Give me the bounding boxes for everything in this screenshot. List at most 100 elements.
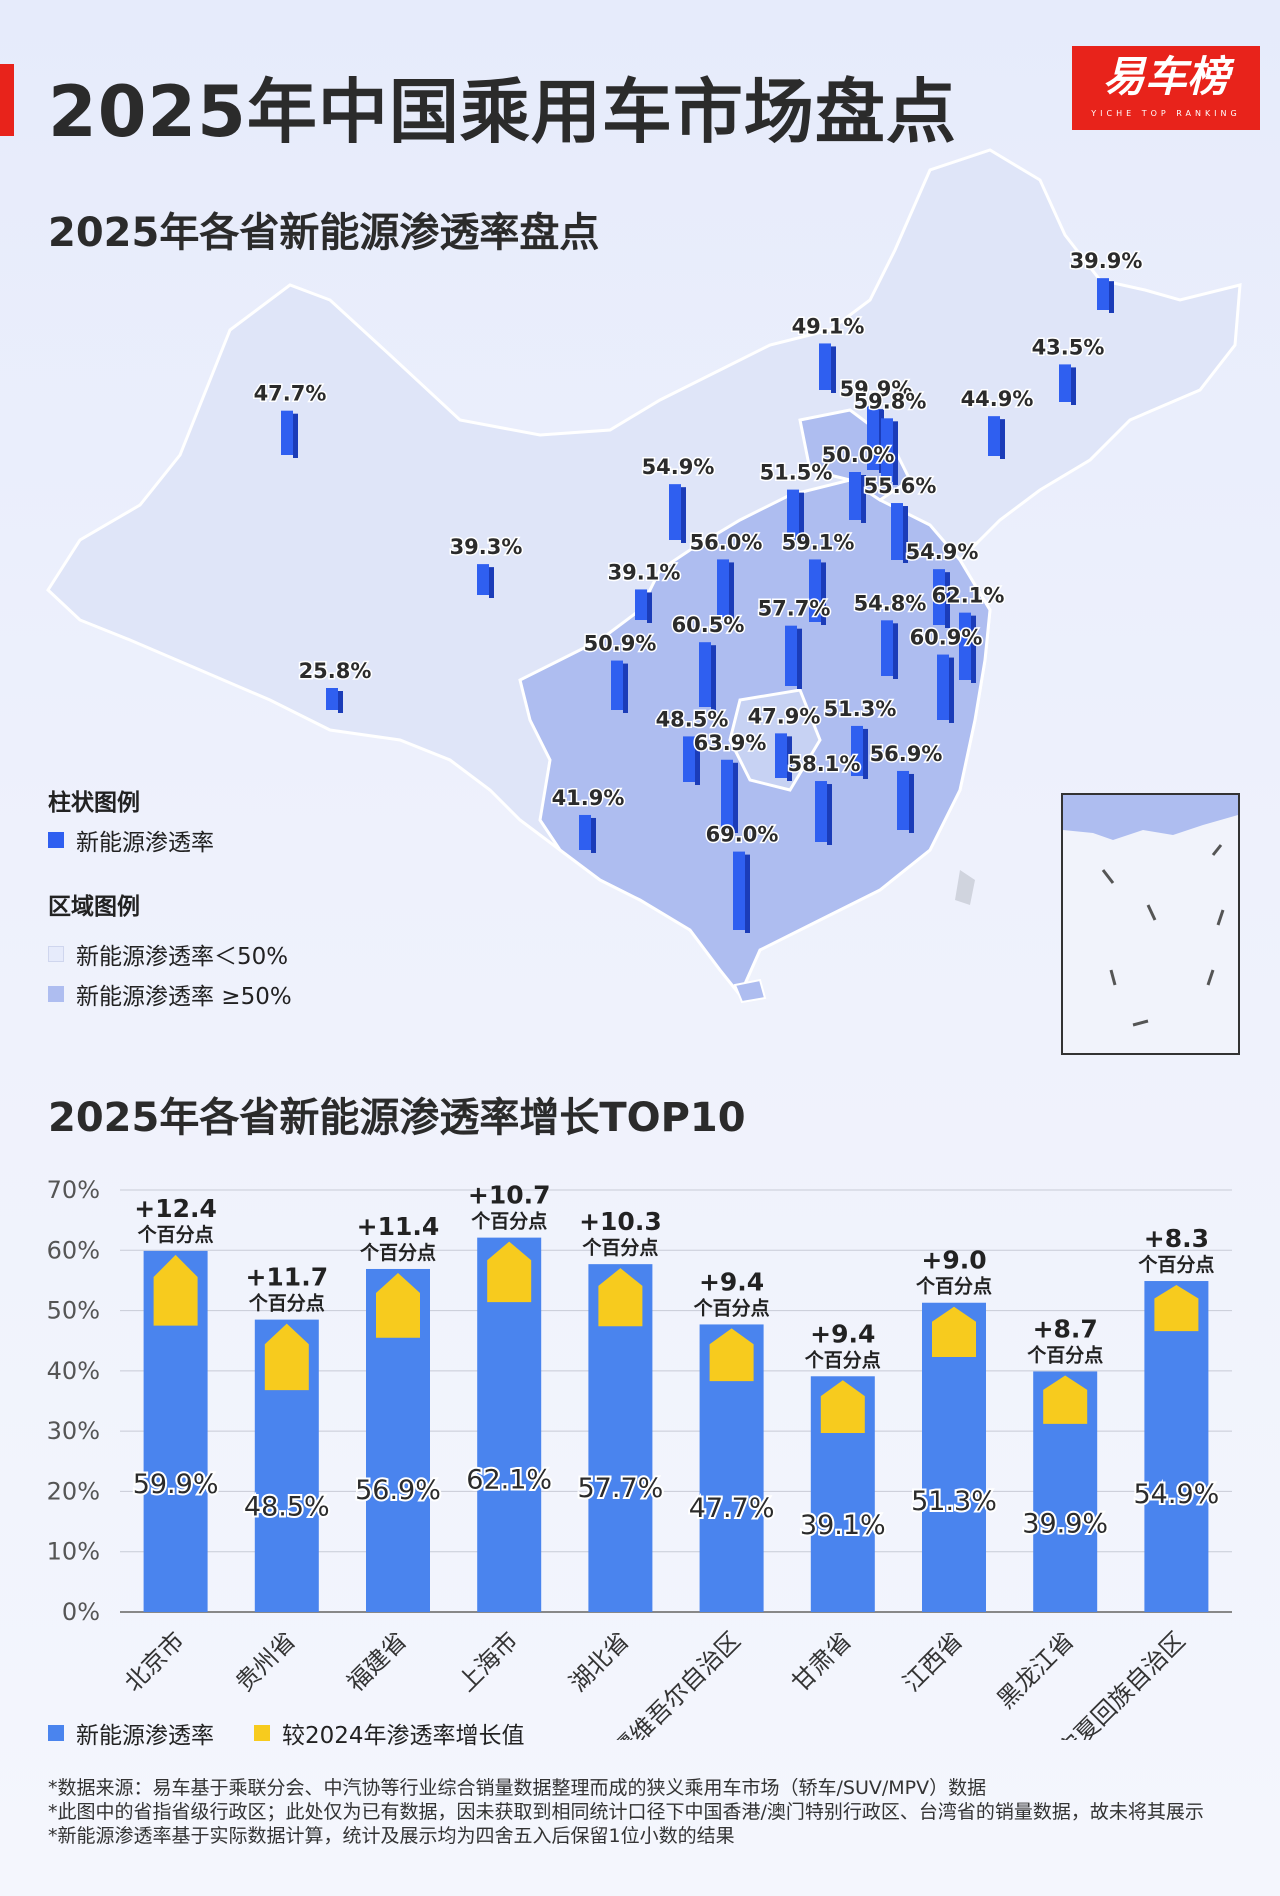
y-tick-label: 40% — [47, 1357, 100, 1385]
map-bar-side — [827, 784, 832, 845]
growth-value-label: +8.7 — [1033, 1314, 1098, 1343]
map-bar-side — [711, 645, 716, 710]
map-value-label: 60.9% — [910, 626, 983, 650]
growth-value-label: +10.7 — [468, 1181, 551, 1210]
growth-value-label: +9.4 — [699, 1267, 764, 1296]
bar-growth-marker — [598, 1268, 643, 1327]
map-bar-side — [787, 736, 792, 781]
bar-value-label: 51.3% — [911, 1486, 997, 1517]
map-value-label: 49.1% — [792, 314, 865, 338]
map-bar — [867, 406, 879, 470]
map-bar-side — [729, 562, 734, 620]
legend-penetration-label: 新能源渗透率 — [76, 1723, 214, 1749]
map-bar-side — [909, 773, 914, 833]
bar-growth-marker — [487, 1241, 532, 1303]
map-bar-side — [903, 506, 908, 563]
map-bar — [717, 559, 729, 617]
y-tick-label: 0% — [62, 1598, 100, 1626]
bar-chart-legend: 新能源渗透率 较2024年渗透率增长值 — [48, 1716, 525, 1750]
china-map: 39.9% 43.5% 44.9% 49.1% 59.9%59.8% 50.0%51.5%… — [46, 148, 1242, 1004]
map-value-label: 47.7% — [254, 382, 327, 406]
bar-legend-swatch — [48, 832, 64, 848]
x-category-label: 江西省 — [898, 1626, 969, 1697]
map-bar-side — [681, 487, 686, 543]
bar-growth-marker — [1154, 1285, 1199, 1332]
bar-growth-marker — [932, 1306, 976, 1357]
map-bar — [579, 814, 591, 850]
growth-unit-label: 个百分点 — [248, 1293, 325, 1315]
map-bar — [881, 418, 893, 482]
map-value-label: 69.0% — [706, 823, 779, 847]
bar-value-label: 39.1% — [800, 1510, 886, 1541]
growth-value-label: +11.4 — [357, 1212, 440, 1241]
growth-unit-label: 个百分点 — [1026, 1344, 1103, 1366]
map-bar-side — [293, 413, 298, 458]
region-high-label: 新能源渗透率 ≥50% — [76, 984, 292, 1010]
map-bar-side — [861, 475, 866, 523]
bar-value-label: 39.9% — [1022, 1509, 1108, 1540]
map-value-label: 51.5% — [760, 461, 833, 485]
map-value-label: 41.9% — [552, 786, 625, 810]
map-value-label: 54.8% — [854, 591, 927, 615]
growth-unit-label: 个百分点 — [581, 1237, 658, 1259]
map-value-label: 59.1% — [782, 530, 855, 554]
map-bar — [849, 472, 861, 520]
x-category-label: 福建省 — [342, 1626, 413, 1697]
footnotes: *数据来源：易车基于乘联分会、中汽协等行业综合销量数据整理而成的狭义乘用车市场（… — [48, 1776, 1248, 1848]
legend-penetration-swatch — [48, 1725, 64, 1741]
map-value-label: 56.9% — [870, 742, 943, 766]
map-bar — [683, 736, 695, 782]
map-bar — [611, 660, 623, 710]
map-bar-side — [821, 562, 826, 625]
bar-value-label: 57.7% — [578, 1473, 664, 1504]
bar-growth-marker — [1043, 1375, 1088, 1424]
growth-value-label: +11.7 — [245, 1263, 328, 1292]
x-category-label: 湖北省 — [564, 1626, 635, 1697]
legend-growth-label: 较2024年渗透率增长值 — [282, 1723, 525, 1749]
x-category-label: 北京市 — [119, 1626, 190, 1697]
map-bar — [959, 612, 971, 680]
y-tick-label: 70% — [47, 1176, 100, 1204]
map-value-label: 59.9% — [840, 377, 913, 401]
map-value-label: 44.9% — [961, 387, 1034, 411]
map-island-hainan — [733, 978, 767, 1004]
map-value-label: 39.1% — [608, 560, 681, 584]
region-legend-low: 新能源渗透率＜50% — [48, 934, 292, 974]
map-value-label: 51.3% — [824, 697, 897, 721]
footnote-scope: *此图中的省指省级行政区；此处仅为已有数据，因未获取到相同统计口径下中国香港/澳… — [48, 1801, 1204, 1823]
growth-value-label: +9.0 — [921, 1246, 986, 1275]
map-bar — [1059, 364, 1071, 402]
region-high-swatch — [48, 986, 64, 1002]
y-tick-label: 10% — [47, 1538, 100, 1566]
bar-growth-marker — [709, 1328, 754, 1382]
map-bar — [477, 564, 489, 595]
bar-growth-marker — [820, 1380, 865, 1433]
map-value-label: 56.0% — [690, 530, 763, 554]
growth-value-label: +12.4 — [134, 1194, 217, 1223]
map-value-label: 47.9% — [748, 704, 821, 728]
map-bar — [669, 484, 681, 540]
map-bar-side — [831, 346, 836, 393]
growth-unit-label: 个百分点 — [137, 1224, 214, 1246]
x-category-label: 贵州省 — [230, 1626, 301, 1697]
region-legend-high: 新能源渗透率 ≥50% — [48, 974, 292, 1014]
map-bar — [787, 489, 799, 540]
map-bar — [881, 620, 893, 676]
region-legend-title: 区域图例 — [48, 894, 140, 920]
map-value-label: 62.1% — [932, 584, 1005, 608]
region-low-swatch — [48, 946, 64, 962]
map-value-label: 48.5% — [656, 707, 729, 731]
legend-growth: 较2024年渗透率增长值 — [254, 1716, 525, 1750]
map-bar-side — [591, 817, 596, 853]
growth-unit-label: 个百分点 — [915, 1276, 992, 1298]
bar-growth-marker — [376, 1272, 420, 1338]
growth-unit-label: 个百分点 — [470, 1211, 547, 1233]
brand-name: 易车榜 — [1102, 52, 1229, 101]
growth-bar-chart: 0%10%20%30%40%50%60%70%59.9%+12.4个百分点北京市… — [47, 1176, 1232, 1740]
bar-legend-item: 新能源渗透率 — [48, 820, 214, 860]
map-bar-side — [893, 421, 898, 485]
map-bar-side — [893, 623, 898, 679]
bar-growth-marker — [153, 1254, 198, 1326]
map-bar — [937, 654, 949, 720]
region-legend: 区域图例 新能源渗透率＜50% 新能源渗透率 ≥50% — [48, 884, 292, 1014]
